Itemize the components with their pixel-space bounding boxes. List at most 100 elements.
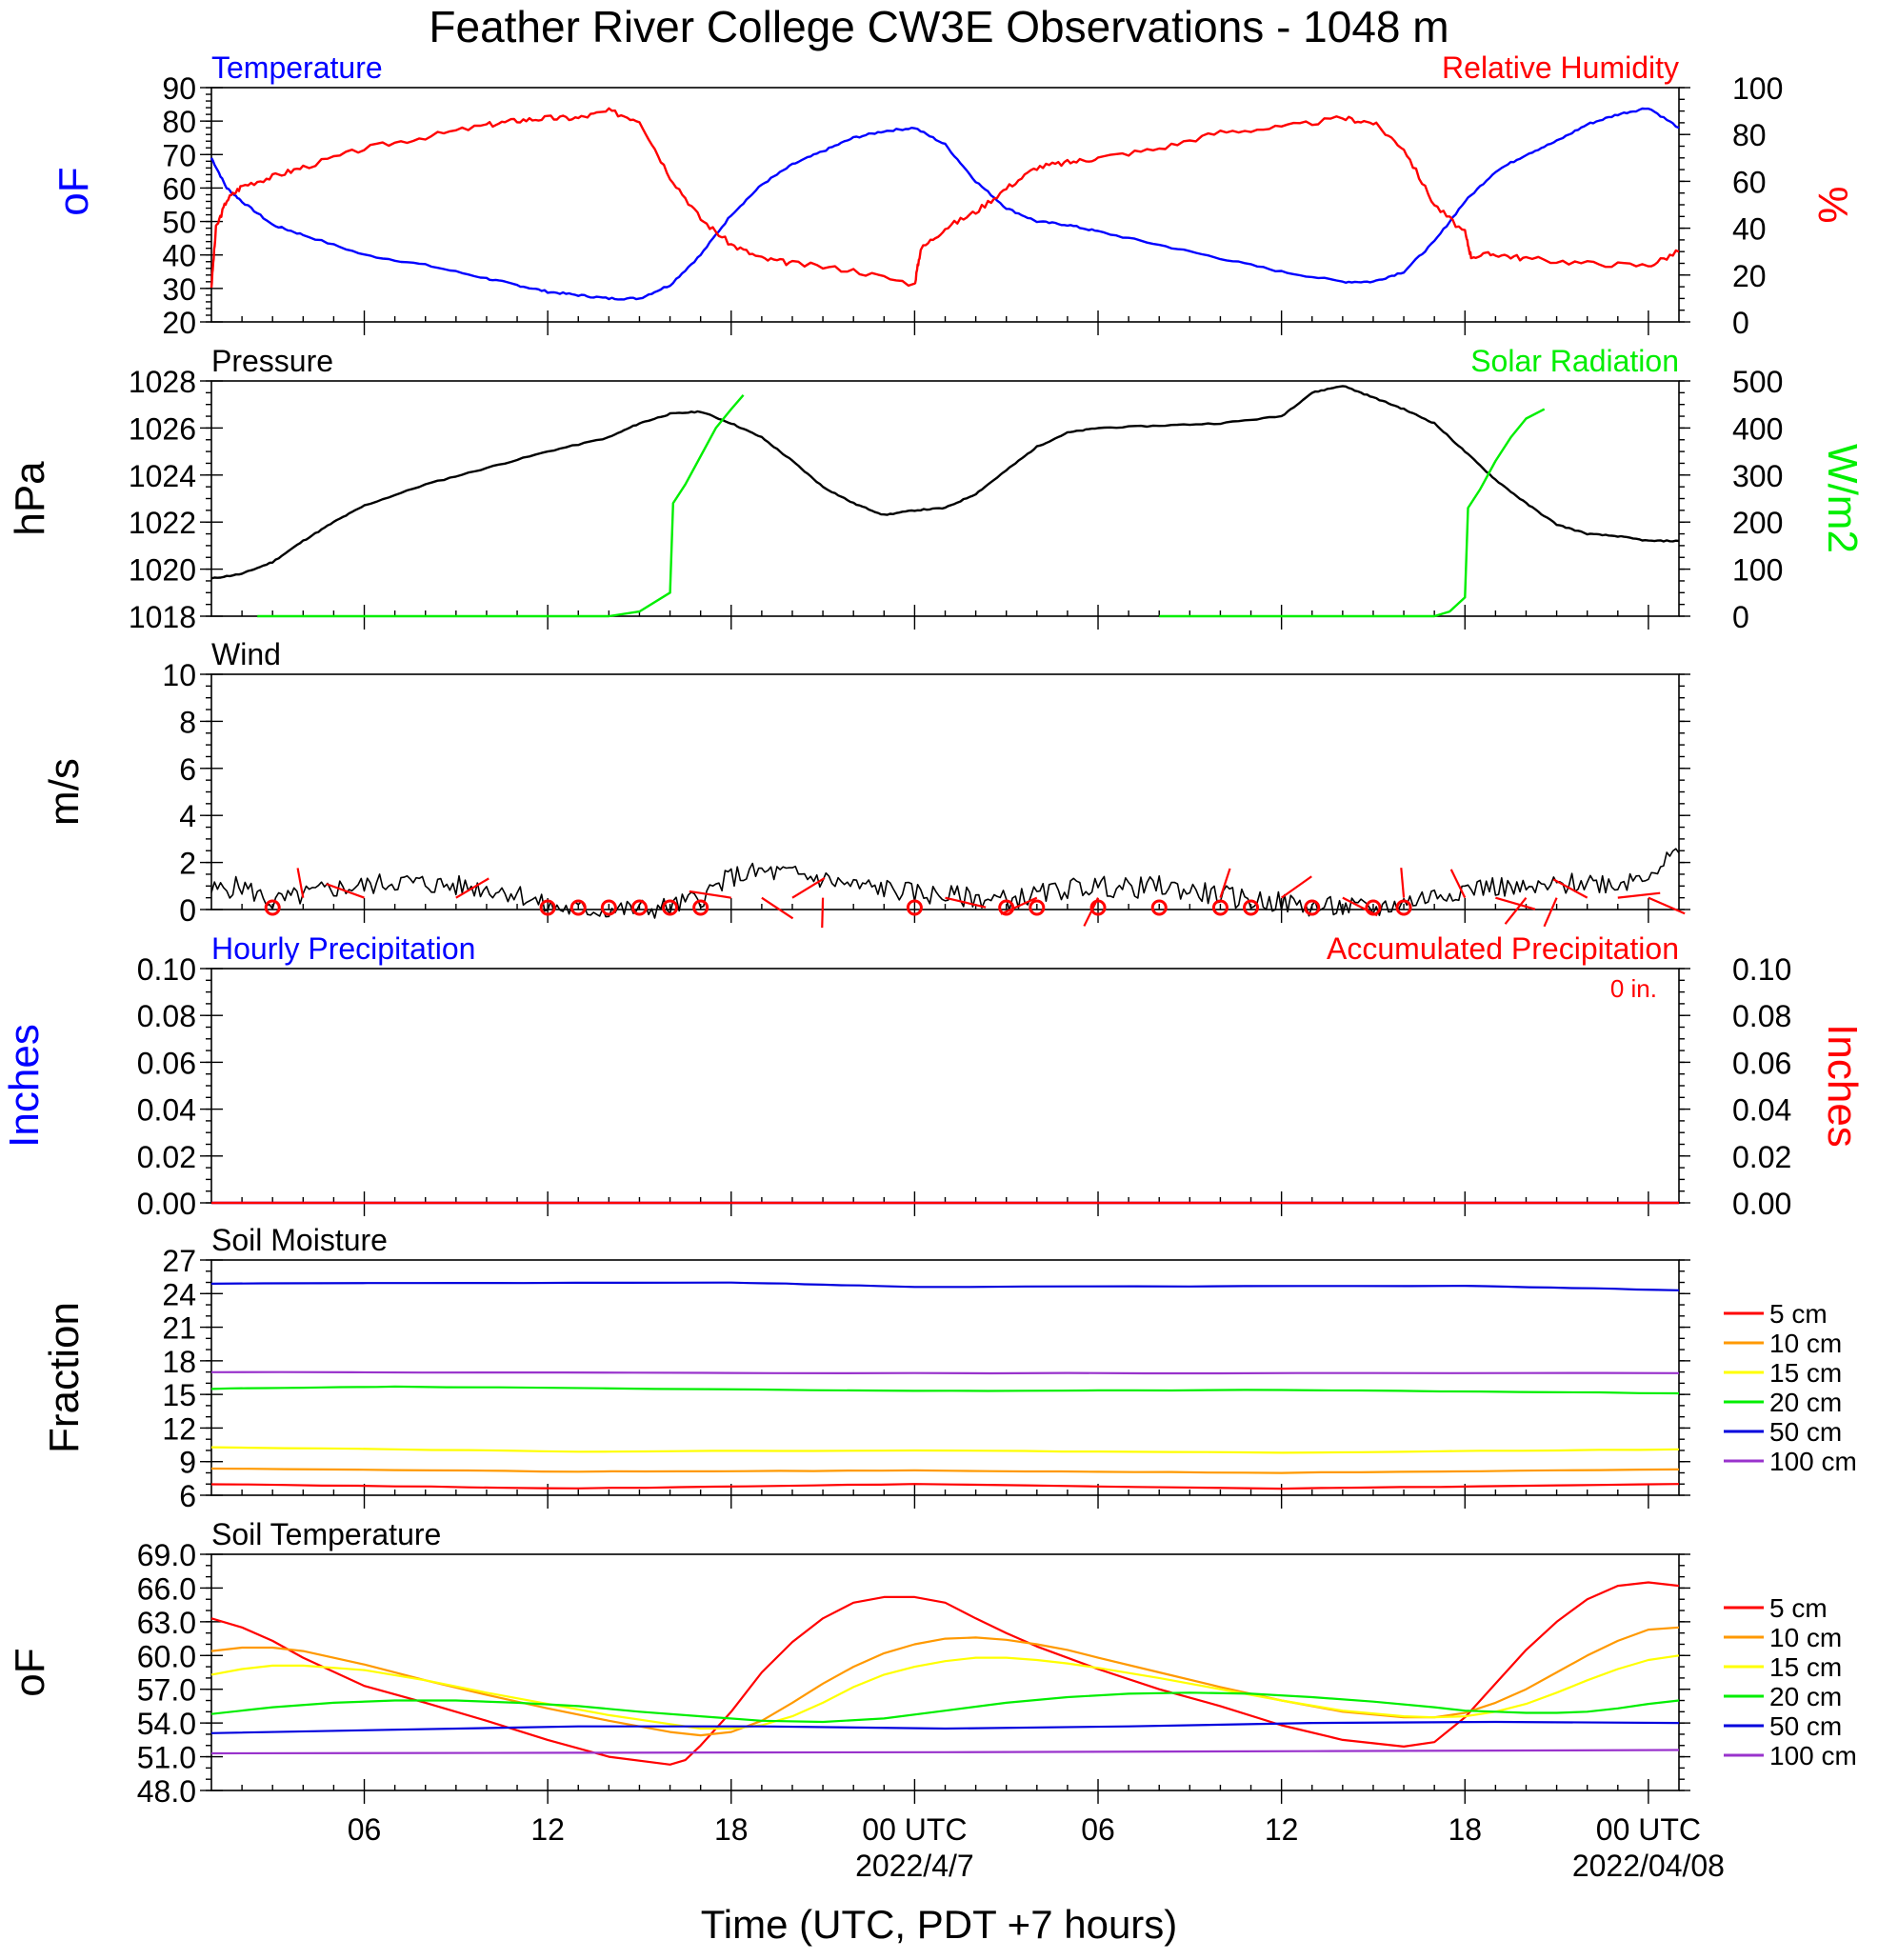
y-tick-label: 60.0 [137, 1639, 196, 1673]
wind-calm-marker [1211, 899, 1229, 916]
wind-barb [326, 883, 365, 899]
wind-barb [1400, 868, 1406, 898]
wind-barb [296, 868, 305, 898]
x-tick-label: 00 UTC [1596, 1812, 1701, 1847]
y-tick-label: 27 [162, 1244, 196, 1278]
y2-tick-label: 40 [1732, 212, 1767, 247]
legend-label: 5 cm [1769, 1593, 1828, 1623]
wind-calm-marker [906, 899, 923, 916]
y-tick-label: 54.0 [137, 1707, 196, 1741]
y2-tick-label: 0.08 [1732, 999, 1791, 1033]
wind-calm-marker [1150, 899, 1168, 916]
wind-barb [1543, 897, 1558, 928]
wind-barb [791, 877, 826, 899]
x-tick-label: 18 [1448, 1812, 1482, 1847]
y-tick-label: 1020 [129, 553, 196, 588]
panel-frame-temperature [210, 87, 1680, 323]
y-tick-label: 10 [162, 658, 196, 692]
y-tick-label: 1026 [129, 411, 196, 446]
series-relative-humidity [210, 107, 1680, 289]
soil-moisture-units: Fraction [41, 1302, 88, 1453]
accum-precip-value: 0 in. [1610, 974, 1657, 1003]
y-tick-label: 1018 [129, 600, 196, 634]
y-tick-label: 63.0 [137, 1606, 196, 1640]
y-tick-label: 80 [162, 105, 196, 139]
soil-temp-title: Soil Temperature [211, 1517, 441, 1551]
precip-right-units: Inches [1819, 1024, 1866, 1148]
y-tick-label: 2 [179, 847, 196, 881]
pressure-units: hPa [7, 461, 53, 536]
panel-pressure-solar: 1018 1020 1022 1024 1026 1028 0 100 200 300 400 500… [7, 344, 1866, 634]
y2-tick-label: 0.00 [1732, 1187, 1791, 1221]
y-tick-label: 48.0 [137, 1774, 196, 1809]
series-soil-moisture-20cm [210, 1385, 1680, 1395]
series-solar-radiation-day2 [1159, 408, 1546, 618]
series-soil-temp-15cm [210, 1654, 1680, 1730]
panel-soil-temperature: 48.051.054.057.060.063.066.069.0 Soil Tem… [7, 1517, 1857, 1809]
wind-barb [1617, 891, 1661, 899]
y-tick-label: 57.0 [137, 1673, 196, 1708]
x-tick-label: 06 [348, 1812, 382, 1847]
y-tick-label: 21 [162, 1311, 196, 1346]
y-tick-label: 0.02 [137, 1140, 196, 1174]
x-tick-label: 12 [530, 1812, 565, 1847]
soil-temp-units: oF [7, 1648, 53, 1696]
wind-units: m/s [41, 758, 88, 826]
y2-tick-label: 0 [1732, 600, 1749, 634]
precip-left-units: Inches [1, 1024, 48, 1148]
wind-calm-marker [264, 899, 281, 916]
y2-tick-label: 0.04 [1732, 1093, 1791, 1128]
wind-barb [1219, 868, 1231, 898]
wind-barb [1552, 878, 1588, 899]
series-soil-temp-20cm [210, 1691, 1680, 1724]
wind-calm-marker [692, 899, 709, 916]
wind-calm-marker [1089, 899, 1107, 916]
y-tick-label: 70 [162, 138, 196, 172]
y-tick-label: 40 [162, 239, 196, 273]
legend-label: 15 cm [1769, 1358, 1842, 1388]
series-soil-moisture-10cm [210, 1467, 1680, 1474]
panel-frame-pressure [210, 380, 1680, 617]
series-temperature [210, 107, 1680, 301]
x-tick-label: 12 [1265, 1812, 1299, 1847]
chart-title: Feather River College CW3E Observations … [429, 2, 1448, 51]
legend-label: 10 cm [1769, 1623, 1842, 1652]
legend-label: 20 cm [1769, 1388, 1842, 1417]
y-tick-label: 9 [179, 1446, 196, 1480]
y-tick-label: 66.0 [137, 1571, 196, 1606]
accum-precip-title: Accumulated Precipitation [1327, 931, 1679, 966]
y-tick-label: 1022 [129, 506, 196, 540]
y2-tick-label: 100 [1732, 553, 1783, 588]
y2-tick-label: 0 [1732, 306, 1749, 340]
legend-label: 20 cm [1769, 1682, 1842, 1711]
wind-barb [1083, 897, 1100, 927]
soil-moisture-title: Soil Moisture [211, 1223, 388, 1257]
y2-tick-label: 0.02 [1732, 1140, 1791, 1174]
wind-barb [689, 890, 731, 899]
series-solar-radiation-day1 [257, 394, 745, 618]
series-pressure [210, 385, 1680, 580]
y-tick-label: 0 [179, 893, 196, 928]
wind-barb [945, 896, 987, 909]
humidity-units: % [1809, 186, 1856, 223]
panel-wind: 0 2 4 6 8 10 Wind m/s [41, 637, 1690, 929]
y-tick-label: 30 [162, 272, 196, 307]
y-tick-label: 0.04 [137, 1093, 196, 1128]
y2-tick-label: 0.06 [1732, 1046, 1791, 1080]
series-soil-moisture-5cm [210, 1483, 1680, 1490]
wind-barb [1342, 896, 1378, 917]
y2-tick-label: 0.10 [1732, 952, 1791, 987]
x-axis-label: Time (UTC, PDT +7 hours) [701, 1902, 1178, 1947]
legend-label: 100 cm [1769, 1447, 1857, 1476]
panel-frame-soil-temperature [210, 1553, 1680, 1791]
wind-barb [1000, 896, 1038, 915]
y-tick-label: 1024 [129, 459, 196, 493]
wind-calm-marker [1304, 899, 1321, 916]
wind-calm-marker [1395, 899, 1412, 916]
y-tick-label: 24 [162, 1277, 196, 1311]
x-date-label: 2022/04/08 [1572, 1849, 1725, 1883]
y-tick-label: 4 [179, 799, 196, 833]
wind-barb [1449, 869, 1467, 899]
